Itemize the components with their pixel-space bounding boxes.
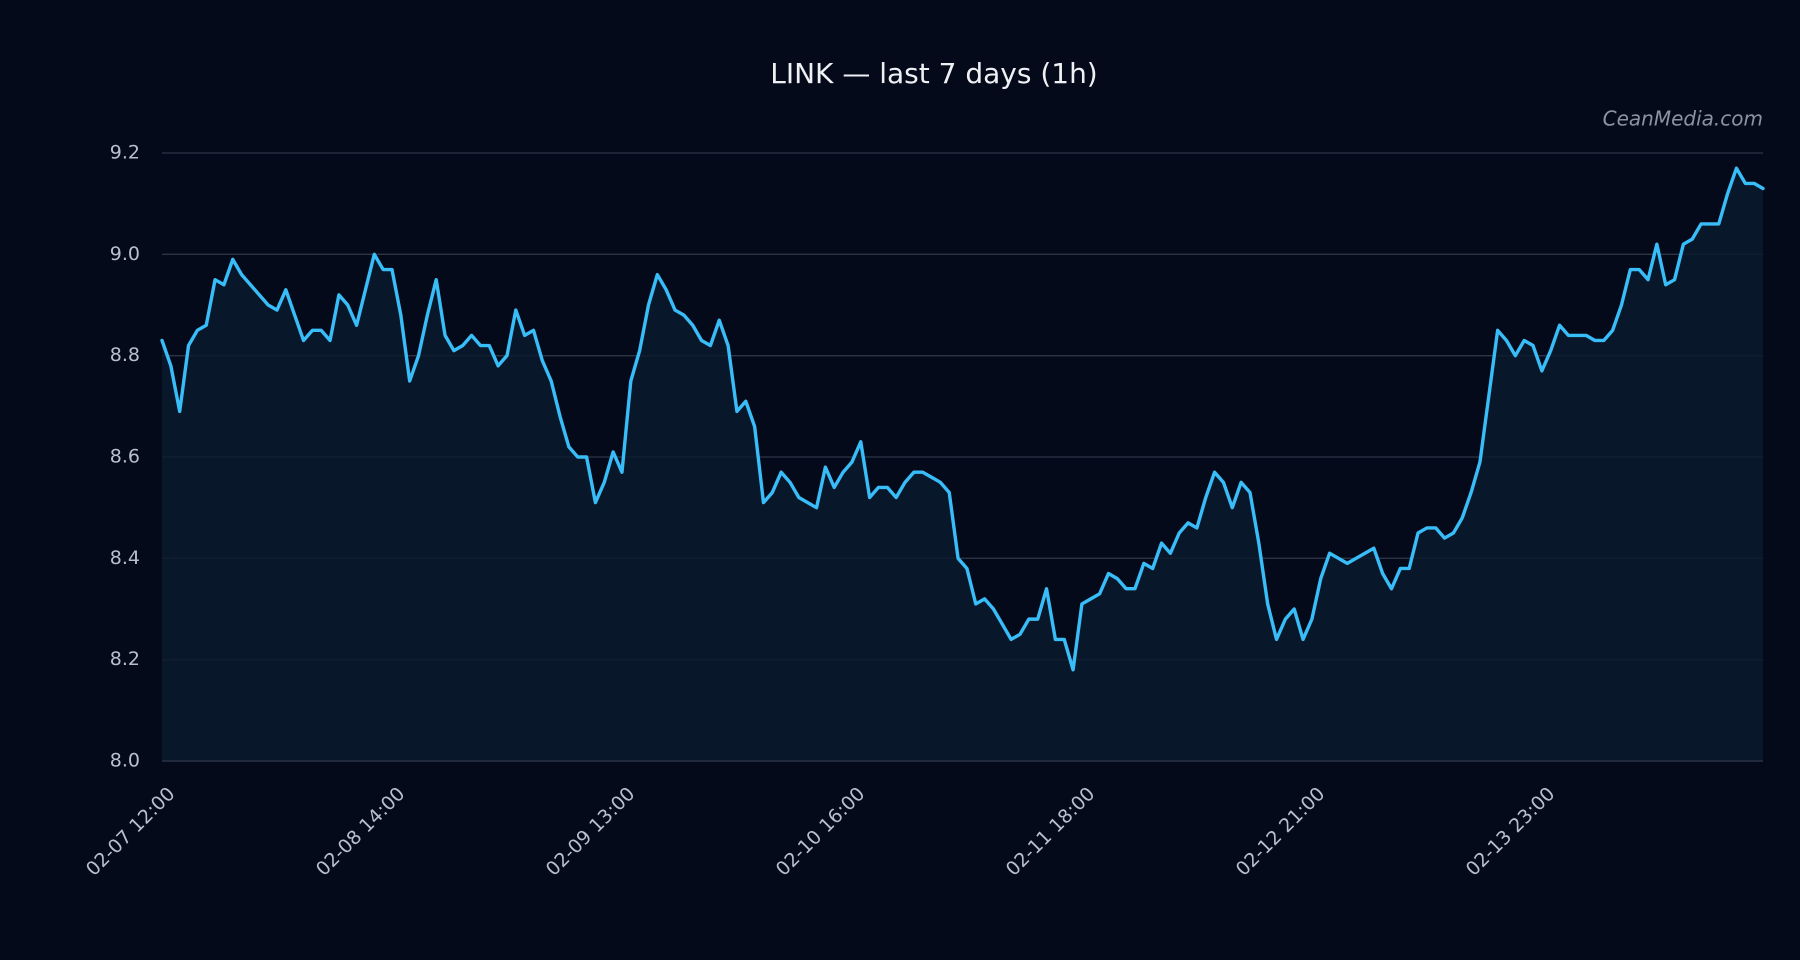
- price-line: [160, 166, 1765, 672]
- y-tick-label: 9.2: [110, 142, 140, 164]
- area: [162, 168, 1763, 761]
- chart-title: LINK — last 7 days (1h): [770, 57, 1097, 90]
- y-tick-label: 8.2: [110, 648, 140, 670]
- y-tick-label: 9.0: [110, 243, 140, 265]
- y-tick-label: 8.6: [110, 446, 140, 468]
- y-tick-label: 8.8: [110, 344, 140, 366]
- watermark: CeanMedia.com: [1603, 107, 1763, 131]
- y-tick-label: 8.0: [110, 750, 140, 772]
- y-tick-label: 8.4: [110, 547, 140, 569]
